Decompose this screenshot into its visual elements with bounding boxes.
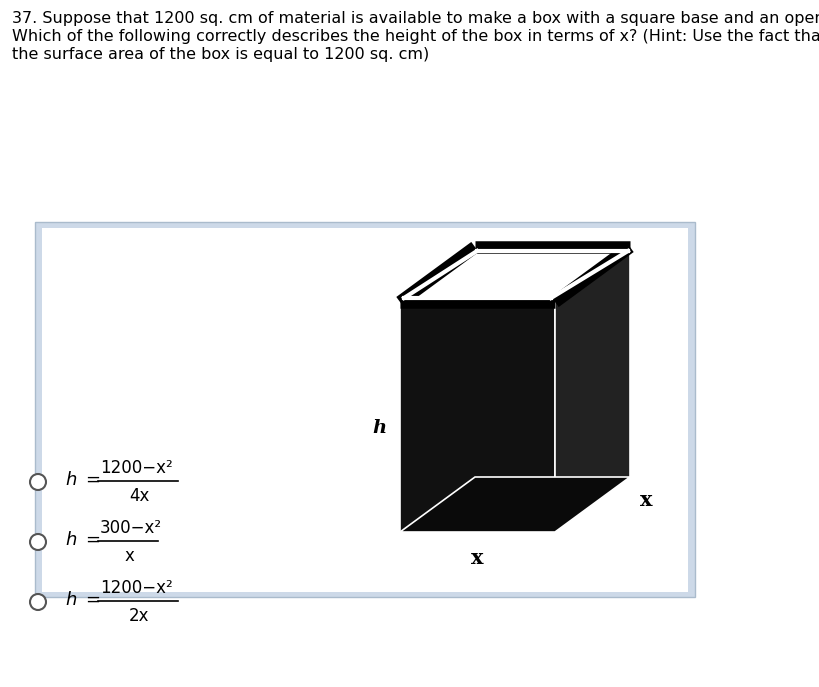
Polygon shape bbox=[400, 247, 629, 302]
Text: x: x bbox=[124, 547, 133, 565]
Text: 2x: 2x bbox=[129, 607, 149, 625]
Text: x: x bbox=[471, 548, 483, 568]
Text: $h\ =$: $h\ =$ bbox=[65, 471, 101, 489]
Text: 1200−x²: 1200−x² bbox=[100, 459, 173, 477]
Text: 1200−x²: 1200−x² bbox=[100, 579, 173, 597]
Text: $h\ =$: $h\ =$ bbox=[65, 531, 101, 549]
Circle shape bbox=[30, 534, 46, 550]
Text: Which of the following correctly describes the height of the box in terms of x? : Which of the following correctly describ… bbox=[12, 29, 819, 44]
Polygon shape bbox=[400, 302, 554, 532]
Text: x: x bbox=[639, 490, 652, 510]
Text: the surface area of the box is equal to 1200 sq. cm): the surface area of the box is equal to … bbox=[12, 47, 428, 62]
Text: $h\ =$: $h\ =$ bbox=[65, 591, 101, 609]
Circle shape bbox=[30, 594, 46, 610]
Circle shape bbox=[30, 474, 46, 490]
Bar bbox=[35, 222, 695, 230]
Text: 4x: 4x bbox=[129, 487, 149, 505]
Polygon shape bbox=[400, 477, 629, 532]
Bar bbox=[35, 222, 695, 597]
Polygon shape bbox=[554, 247, 629, 532]
Text: h: h bbox=[372, 420, 386, 438]
Text: 37. Suppose that 1200 sq. cm of material is available to make a box with a squar: 37. Suppose that 1200 sq. cm of material… bbox=[12, 11, 819, 26]
Text: 300−x²: 300−x² bbox=[100, 519, 162, 537]
Bar bbox=[42, 228, 687, 592]
